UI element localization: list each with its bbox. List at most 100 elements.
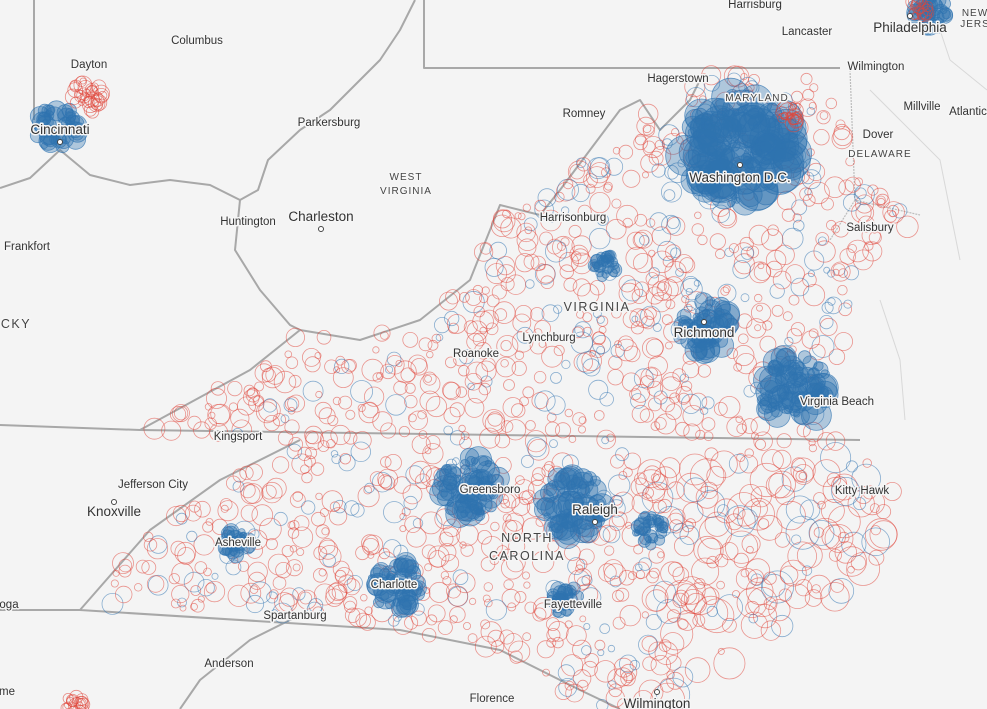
state-label: VIRGINIA [380, 186, 432, 197]
vote-circle [110, 579, 119, 588]
vote-circle [229, 542, 245, 558]
vote-circle [701, 587, 720, 606]
vote-circle [661, 214, 681, 235]
vote-circle [494, 456, 512, 474]
vote-circle [777, 190, 797, 211]
vote-circle [830, 579, 845, 593]
vote-circle [449, 402, 465, 418]
vote-circle [717, 647, 725, 655]
place-label: Lancaster [782, 26, 833, 38]
vote-circle [661, 138, 673, 150]
vote-circle [743, 385, 756, 398]
vote-circle [385, 365, 394, 374]
vote-circle [648, 267, 660, 279]
vote-circle [357, 485, 380, 508]
vote-circle [605, 157, 624, 176]
vote-circle [442, 381, 461, 401]
border [179, 614, 301, 709]
vote-circle [478, 455, 489, 467]
vote-circle [745, 558, 771, 583]
place-label: Spartanburg [263, 610, 326, 622]
state-label: JERS [960, 19, 987, 30]
vote-circle [518, 238, 537, 257]
state-label: WEST [390, 172, 423, 183]
vote-circle [166, 506, 187, 527]
vote-circle [876, 195, 886, 206]
vote-circle [474, 635, 497, 658]
vote-circle [530, 307, 545, 322]
vote-circle [922, 1, 934, 13]
vote-circle [651, 280, 673, 302]
vote-circle [373, 324, 391, 342]
vote-circle [487, 411, 503, 427]
vote-circle [853, 497, 867, 511]
vote-circle [512, 313, 532, 333]
vote-circle [433, 468, 458, 493]
vote-circle [617, 697, 631, 709]
vote-circle [458, 365, 470, 377]
vote-circle [728, 453, 749, 474]
vote-circle [905, 0, 922, 10]
vote-circle [653, 580, 676, 604]
vote-circle [517, 212, 526, 221]
vote-circle [809, 344, 826, 361]
vote-circle [740, 293, 750, 303]
vote-circle [335, 355, 346, 366]
vote-circle [462, 622, 471, 631]
vote-circle [318, 545, 342, 568]
vote-circle [325, 583, 347, 605]
vote-circle [558, 678, 578, 697]
vote-circle [468, 597, 477, 606]
vote-circle [651, 473, 669, 491]
vote-circle [606, 433, 615, 442]
vote-circle [364, 606, 373, 615]
vote-circle [404, 565, 422, 582]
vote-circle [723, 65, 745, 87]
vote-circle [596, 345, 605, 355]
vote-circle [187, 415, 202, 430]
place-label: Fayetteville [544, 599, 602, 611]
vote-circle [882, 481, 902, 501]
vote-circle [240, 582, 262, 604]
vote-circle [172, 504, 190, 523]
vote-circle [500, 339, 512, 352]
vote-circle [511, 403, 526, 418]
vote-circle [684, 338, 708, 362]
vote-circle [631, 383, 650, 403]
vote-circle [227, 547, 244, 564]
vote-circle [745, 577, 774, 605]
vote-circle [39, 125, 60, 145]
vote-circle [720, 142, 755, 177]
vote-circle [552, 235, 575, 259]
vote-circle [479, 309, 499, 330]
vote-circle [484, 413, 506, 434]
vote-circle [480, 619, 491, 630]
vote-circle [609, 495, 624, 509]
vote-circle [677, 610, 698, 631]
vote-circle [577, 204, 592, 219]
vote-circle [750, 486, 772, 508]
vote-circle [458, 291, 470, 303]
vote-circle [640, 153, 660, 173]
vote-circle [653, 466, 677, 491]
vote-circle [639, 408, 655, 423]
vote-circle [645, 367, 659, 380]
vote-circle [621, 372, 641, 392]
vote-circle [807, 181, 830, 205]
vote-circle [868, 549, 885, 566]
vote-circle [639, 235, 650, 246]
vote-circle [700, 121, 709, 129]
border [423, 0, 840, 69]
vote-circle [672, 592, 688, 608]
vote-circle [414, 473, 431, 490]
vote-circle [247, 529, 268, 550]
vote-circle [407, 413, 417, 423]
vote-circle [344, 358, 357, 372]
vote-circle [633, 252, 654, 273]
vote-circle [318, 407, 336, 425]
vote-circle [511, 497, 531, 516]
vote-circle [720, 542, 739, 561]
vote-circle [497, 551, 508, 561]
vote-circle [845, 460, 858, 473]
vote-circle [718, 109, 741, 131]
